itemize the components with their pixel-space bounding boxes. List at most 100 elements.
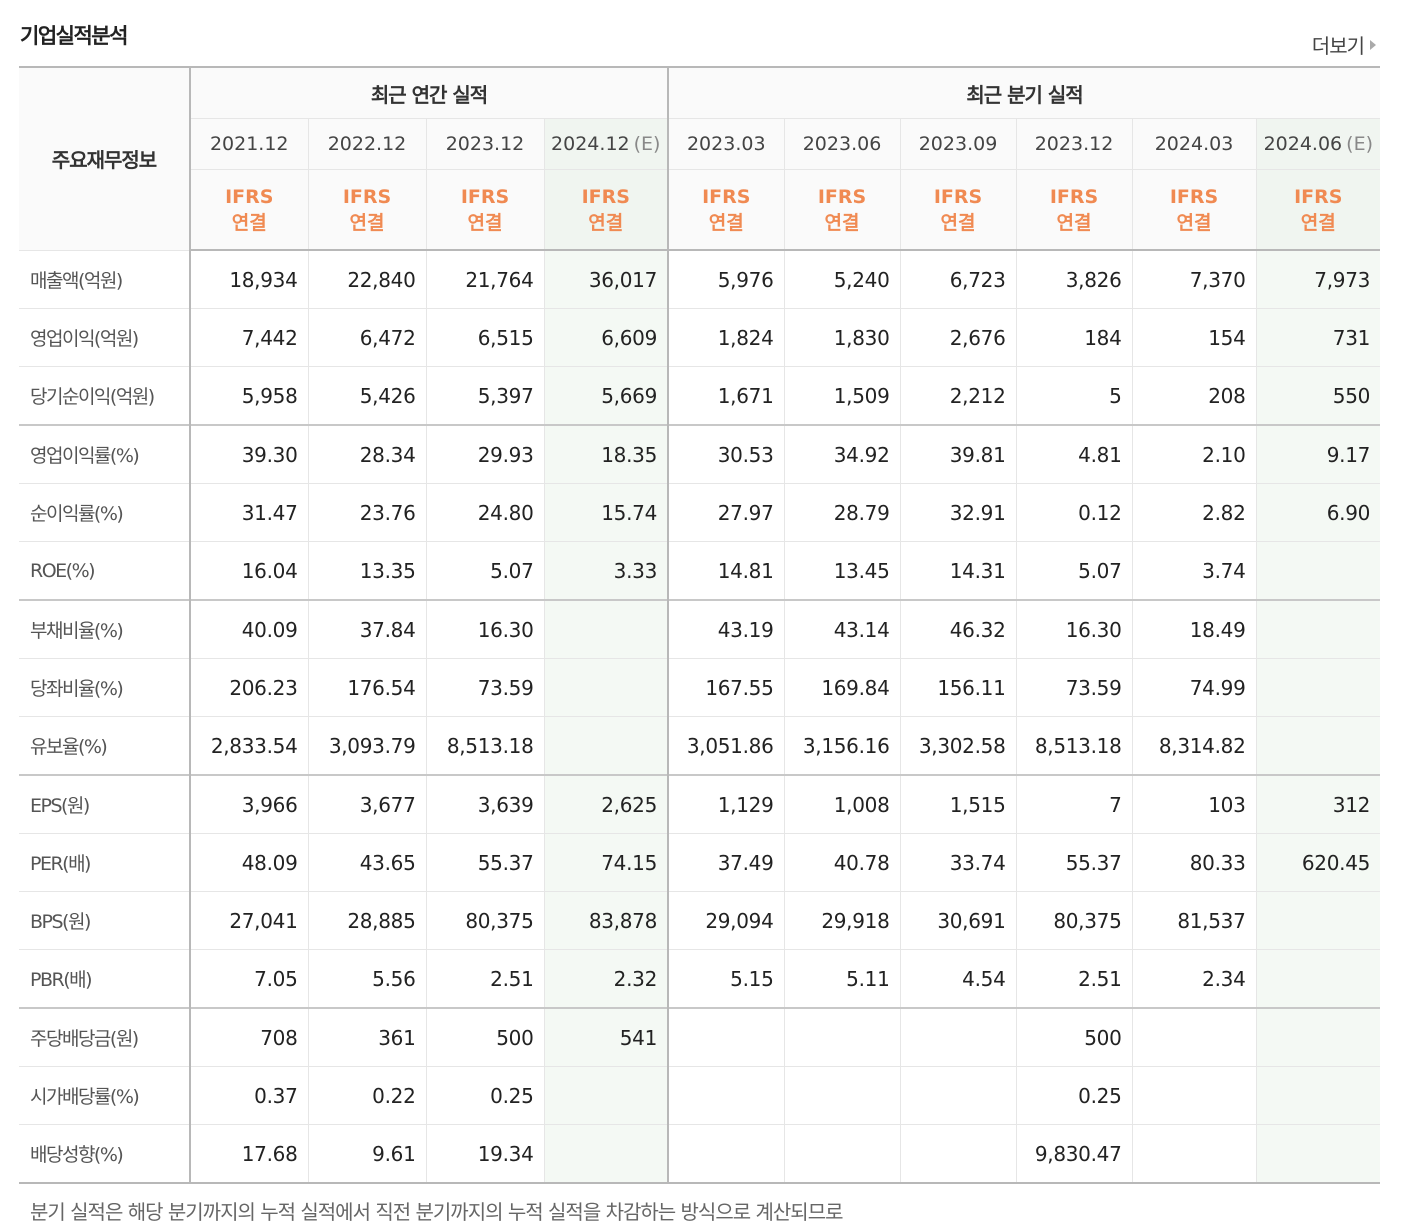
table-cell: 13.45	[784, 541, 901, 601]
row-label: EPS(원)	[19, 774, 191, 834]
period-header: 2022.12	[308, 118, 427, 170]
table-cell: 3,051.86	[668, 716, 785, 776]
period-header: 2021.12	[190, 118, 309, 170]
more-link[interactable]: 더보기	[1312, 30, 1376, 59]
table-cell: 7,370	[1132, 250, 1257, 309]
row-label: BPS(원)	[19, 891, 191, 950]
table-cell: 37.84	[308, 599, 427, 659]
table-row: 영업이익(억원) 7,442 6,472 6,515 6,609 1,824 1,830 2,…	[19, 308, 1381, 367]
table-cell: 500	[426, 1007, 545, 1067]
table-body: 매출액(억원) 18,934 22,840 21,764 36,017 5,976 5,24…	[19, 250, 1381, 1184]
table-cell: 5,669	[544, 366, 670, 426]
table-cell: 14.81	[668, 541, 785, 601]
table-cell: 40.09	[190, 599, 309, 659]
row-label: 영업이익률(%)	[19, 424, 191, 484]
table-cell	[1256, 658, 1381, 717]
row-label: 영업이익(억원)	[19, 308, 191, 367]
table-cell	[1256, 891, 1381, 950]
table-cell: 27,041	[190, 891, 309, 950]
basis-scope: 연결	[349, 211, 385, 234]
table-row: 영업이익률(%) 39.30 28.34 29.93 18.35 30.53 34.92 39…	[19, 424, 1381, 484]
table-cell: 5,426	[308, 366, 427, 426]
table-cell: 550	[1256, 366, 1381, 426]
table-cell	[900, 1066, 1017, 1125]
table-cell: 5.56	[308, 949, 427, 1009]
period-date: 2022.12	[327, 133, 407, 155]
table-cell: 9,830.47	[1016, 1124, 1133, 1184]
table-cell: 5.07	[426, 541, 545, 601]
table-cell: 8,513.18	[1016, 716, 1133, 776]
table-cell	[784, 1066, 901, 1125]
table-cell: 708	[190, 1007, 309, 1067]
table-cell: 21,764	[426, 250, 545, 309]
table-cell: 3.33	[544, 541, 670, 601]
table-cell: 731	[1256, 308, 1381, 367]
table-cell: 6,472	[308, 308, 427, 367]
table-row: 시가배당률(%) 0.37 0.22 0.25 0.25	[19, 1066, 1381, 1125]
table-cell: 16.04	[190, 541, 309, 601]
table-cell: 6,515	[426, 308, 545, 367]
table-cell: 30.53	[668, 424, 785, 484]
table-cell	[1256, 1007, 1381, 1067]
basis-header: IFRS 연결	[426, 169, 545, 251]
table-cell: 0.12	[1016, 483, 1133, 542]
table-cell: 5.07	[1016, 541, 1133, 601]
table-row: 순이익률(%) 31.47 23.76 24.80 15.74 27.97 28.79 32.…	[19, 483, 1381, 542]
basis-standard: IFRS	[1294, 185, 1343, 208]
table-row: 매출액(억원) 18,934 22,840 21,764 36,017 5,976 5,24…	[19, 250, 1381, 309]
table-cell: 80,375	[426, 891, 545, 950]
basis-scope: 연결	[940, 211, 976, 234]
table-row: 부채비율(%) 40.09 37.84 16.30 43.19 43.14 46.32 16.…	[19, 599, 1381, 659]
table-cell: 1,008	[784, 774, 901, 834]
table-cell: 7,442	[190, 308, 309, 367]
basis-standard: IFRS	[460, 185, 510, 208]
table-cell: 5,976	[668, 250, 785, 309]
period-header: 2024.03	[1132, 118, 1257, 170]
estimate-tag: (E)	[1346, 133, 1373, 155]
table-cell: 0.25	[426, 1066, 545, 1125]
table-cell: 9.17	[1256, 424, 1381, 484]
table-row: 배당성향(%) 17.68 9.61 19.34 9,830.47	[19, 1124, 1381, 1184]
period-date: 2024.06	[1263, 133, 1343, 155]
table-cell: 103	[1132, 774, 1257, 834]
table-cell: 2,212	[900, 366, 1017, 426]
table-cell: 73.59	[426, 658, 545, 717]
table-cell: 5	[1016, 366, 1133, 426]
row-label: 부채비율(%)	[19, 599, 191, 659]
table-cell: 3,966	[190, 774, 309, 834]
table-row: PBR(배) 7.05 5.56 2.51 2.32 5.15 5.11 4.54 2.51 2.…	[19, 949, 1381, 1009]
period-date: 2023.06	[802, 133, 882, 155]
basis-scope: 연결	[824, 211, 860, 234]
row-label: 순이익률(%)	[19, 483, 191, 542]
table-cell: 3,302.58	[900, 716, 1017, 776]
table-cell	[1256, 1066, 1381, 1125]
table-cell: 3,639	[426, 774, 545, 834]
table-cell: 2.34	[1132, 949, 1257, 1009]
table-cell: 3,093.79	[308, 716, 427, 776]
table-cell: 0.22	[308, 1066, 427, 1125]
footnote: 분기 실적은 해당 분기까지의 누적 실적에서 직전 분기까지의 누적 실적을 …	[30, 1200, 843, 1224]
basis-scope: 연결	[1300, 211, 1336, 234]
table-cell: 3,677	[308, 774, 427, 834]
table-cell: 6,723	[900, 250, 1017, 309]
table-cell: 55.37	[1016, 833, 1133, 892]
table-cell: 7.05	[190, 949, 309, 1009]
table-cell: 0.25	[1016, 1066, 1133, 1125]
table-row: 유보율(%) 2,833.54 3,093.79 8,513.18 3,051.86 3,…	[19, 716, 1381, 776]
period-header: 2023.03	[668, 118, 785, 170]
table-cell: 43.19	[668, 599, 785, 659]
row-label: 배당성향(%)	[19, 1124, 191, 1184]
basis-scope: 연결	[708, 211, 744, 234]
table-cell: 620.45	[1256, 833, 1381, 892]
basis-scope: 연결	[588, 211, 624, 234]
table-cell: 206.23	[190, 658, 309, 717]
table-cell: 29,918	[784, 891, 901, 950]
period-date: 2023.12	[445, 133, 525, 155]
table-cell: 2.82	[1132, 483, 1257, 542]
table-cell: 19.34	[426, 1124, 545, 1184]
table-cell	[900, 1124, 1017, 1184]
table-cell: 4.81	[1016, 424, 1133, 484]
table-cell: 184	[1016, 308, 1133, 367]
period-date: 2024.03	[1154, 133, 1234, 155]
table-cell: 74.99	[1132, 658, 1257, 717]
